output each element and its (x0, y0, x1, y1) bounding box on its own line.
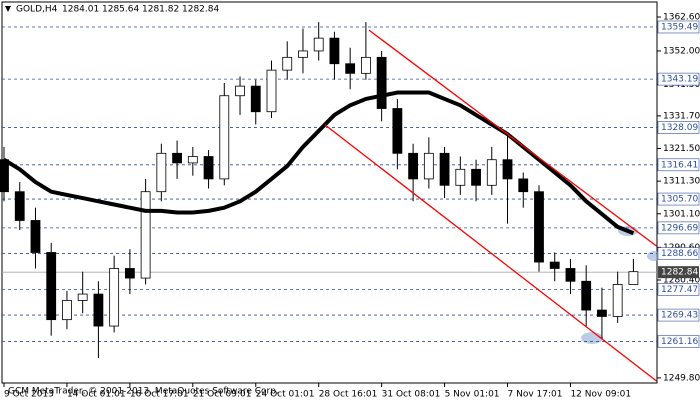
header-value: 1282.84 (182, 5, 219, 15)
candle-body (156, 152, 167, 193)
x-tick-label: 21 Oct 09:01 (193, 390, 252, 400)
level-box (657, 308, 700, 322)
x-tick-label: 16 Oct 17:01 (130, 390, 189, 400)
x-tick-label: 7 Nov 17:01 (508, 390, 563, 400)
candle-body (235, 85, 245, 97)
candle-body (219, 95, 230, 180)
candle-body (486, 159, 497, 186)
level-label: 1261.16 (661, 337, 698, 347)
candle-body (46, 252, 57, 321)
candle-body (93, 293, 104, 327)
candle-body (172, 152, 182, 164)
candle-body (345, 63, 356, 74)
candle-body (597, 309, 607, 317)
candle-body (408, 152, 419, 180)
candle-body (439, 152, 450, 186)
level-box (657, 247, 700, 260)
candle-body (203, 156, 214, 180)
candle-body (313, 37, 324, 52)
candle-body (628, 271, 639, 285)
level-label: 1277.47 (661, 285, 698, 295)
level-label: 1328.09 (661, 123, 698, 133)
candle-body (423, 152, 434, 180)
trendline (368, 29, 658, 247)
level-label: 1288.66 (661, 249, 698, 259)
footer: GCM MetaTrader, © 2001-2013, MetaQuotes … (8, 387, 279, 397)
candle-body (298, 50, 308, 58)
header-value: 1281.82 (142, 5, 179, 15)
x-tick-label: 24 Oct 01:01 (256, 390, 315, 400)
candle-body (329, 37, 340, 65)
y-tick-label: 1321.50 (663, 144, 700, 154)
candle-body (518, 178, 529, 193)
symbol-icon (5, 6, 11, 12)
candle-body (565, 268, 576, 282)
candle-body (392, 108, 403, 154)
x-tick-label: 14 Oct 01:01 (67, 390, 126, 400)
x-tick-label: 12 Nov 09:01 (570, 390, 631, 400)
moving-average (2, 90, 635, 236)
trendline (324, 124, 658, 382)
candle-body (250, 85, 261, 113)
price-label: 1282.84 (661, 268, 698, 278)
level-box (657, 121, 700, 134)
price-box (658, 266, 699, 279)
x-tick-label: 5 Nov 01:01 (445, 390, 500, 400)
candle-body (77, 293, 88, 301)
level-box (657, 20, 700, 34)
candle-body (266, 69, 277, 113)
candle-body (30, 220, 41, 253)
candle-body (62, 300, 72, 321)
level-box (657, 335, 700, 348)
y-tick-label: 1249.80 (663, 373, 700, 383)
candle-body (612, 284, 623, 317)
level-box (657, 221, 700, 235)
candle-body (376, 56, 387, 109)
header-value: 1285.64 (102, 5, 139, 15)
x-tick-label: 31 Oct 08:01 (382, 390, 441, 400)
y-tick-label: 1311.30 (663, 177, 700, 187)
candle-body (187, 156, 198, 164)
candle-body (109, 268, 120, 327)
candle-body (282, 56, 293, 71)
candle-body (549, 261, 560, 269)
y-tick-label: 1331.70 (663, 111, 700, 121)
candle-body (124, 268, 135, 279)
level-label: 1305.70 (661, 195, 698, 205)
level-box (657, 192, 700, 206)
candle-body (534, 191, 544, 263)
y-tick-label: 1301.10 (663, 209, 700, 219)
level-label: 1359.49 (661, 22, 698, 32)
level-box (657, 283, 700, 296)
plot-frame (1, 1, 658, 384)
candle-body (361, 56, 371, 74)
candle-body (502, 159, 513, 180)
symbol: GOLD,H4 (16, 5, 58, 15)
level-label: 1269.43 (661, 311, 698, 321)
candle-body (0, 159, 9, 193)
candle-body (455, 168, 466, 186)
y-tick-label: 1280.40 (663, 275, 700, 285)
level-label: 1296.69 (661, 223, 698, 233)
candle-body (14, 191, 25, 221)
highlight (581, 332, 603, 344)
x-tick-label: 28 Oct 16:01 (319, 390, 378, 400)
candle-body (140, 191, 151, 279)
candle-body (471, 168, 481, 186)
candle-body (581, 280, 592, 311)
y-tick-label: 1352.00 (663, 46, 700, 56)
level-box (657, 72, 700, 86)
level-label: 1316.41 (661, 160, 698, 170)
header-value: 1284.01 (62, 5, 99, 15)
level-box (657, 158, 700, 172)
y-tick-label: 1362.60 (663, 13, 700, 23)
x-tick-label: 9 Oct 2013 (4, 390, 54, 400)
level-label: 1343.19 (661, 75, 698, 85)
